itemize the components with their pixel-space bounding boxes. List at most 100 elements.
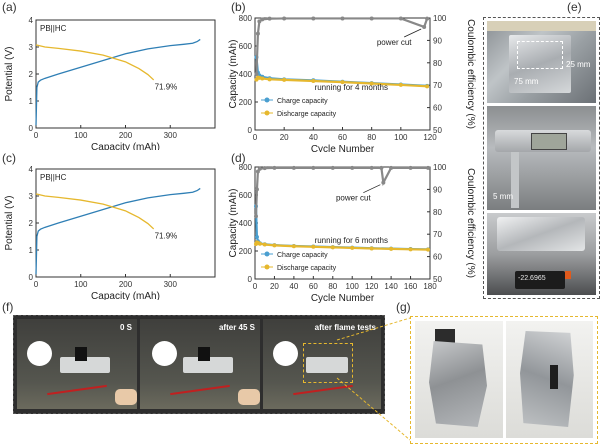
discharge-curve (35, 193, 155, 230)
efficiency-point (381, 180, 386, 185)
pouch-cell (183, 357, 233, 373)
y-tick-label: 3 (29, 192, 34, 201)
balance-indicator (565, 271, 571, 279)
efficiency-point (272, 165, 277, 170)
pouch-cell (60, 357, 110, 373)
x-tick-label: 200 (119, 280, 133, 289)
discharge-point (398, 82, 403, 87)
x-axis-label: Cycle Number (311, 144, 375, 152)
x-tick-label: 120 (365, 282, 379, 291)
efficiency-point (255, 31, 260, 36)
caliper-display (531, 133, 567, 150)
y-right-tick-label: 100 (433, 14, 447, 23)
frame-tag-45s: after 45 S (218, 323, 255, 332)
panel-f-frame: 0 S after 45 S after flame tests (13, 315, 385, 414)
y-axis-label: Potential (V) (4, 195, 15, 250)
y-tick-label: 0 (248, 126, 253, 135)
x-tick-label: 20 (270, 282, 279, 291)
x-tick-label: 100 (346, 282, 360, 291)
efficiency-point (254, 72, 259, 76)
x-tick-label: 0 (253, 282, 258, 291)
discharge-point (267, 77, 272, 82)
efficiency-point (257, 19, 262, 24)
y-tick-label: 400 (239, 219, 253, 228)
efficiency-point (267, 16, 272, 21)
y-tick-label: 200 (239, 98, 253, 107)
y-axis-label: Potential (V) (4, 46, 15, 101)
x-tick-label: 0 (34, 280, 39, 289)
discharge-point (389, 246, 394, 251)
x-axis-label: Cycle Number (311, 293, 375, 303)
x-tick-label: 200 (119, 131, 133, 140)
clamp (75, 347, 87, 361)
y-tick-label: 400 (239, 70, 253, 79)
discharge-point (311, 79, 316, 83)
x-tick-label: 40 (309, 133, 318, 142)
balance-display: -22.6965 (515, 271, 565, 289)
y-right-tick-label: 60 (433, 104, 442, 113)
white-circle-marker (152, 341, 177, 366)
running-duration-label: running for 6 months (315, 236, 388, 245)
legend-charge: Charge capacity (277, 252, 328, 259)
hand (238, 389, 260, 405)
y-tick-label: 800 (239, 163, 253, 172)
efficiency-point (398, 16, 403, 21)
y-tick-label: 0 (29, 273, 34, 282)
y-axis-label: Capacity (mAh) (228, 40, 239, 109)
y-right-tick-label: 60 (433, 253, 442, 262)
highlight-box (303, 343, 353, 383)
discharge-point (257, 241, 262, 246)
burnt-pouch-photo-2 (506, 321, 593, 438)
label-5mm: 5 mm (493, 192, 513, 201)
y-right-tick-label: 70 (433, 230, 442, 239)
panel-e-photo-frame: 25 mm 75 mm 5 mm -22.6965 (483, 17, 600, 299)
running-duration-label: running for 4 months (315, 83, 388, 92)
y-axis-label: Capacity (mAh) (228, 189, 239, 258)
panel-letter-g: (g) (396, 300, 411, 314)
panel-letter-a: (a) (2, 0, 17, 14)
legend-marker-charge (264, 97, 270, 103)
white-circle-marker (273, 341, 298, 366)
efficiency-point (282, 16, 287, 21)
y-tick-label: 0 (248, 275, 253, 284)
discharge-point (369, 246, 374, 251)
efficiency-point (311, 16, 316, 21)
crumpled-pouch (429, 341, 487, 427)
efficiency-annotation: 71.9% (155, 83, 178, 92)
discharge-point (282, 77, 287, 82)
x-tick-label: 40 (289, 282, 298, 291)
discharge-point (425, 84, 430, 89)
y-tick-label: 4 (29, 16, 34, 25)
chart-d-cycling: 0 20 40 60 80 100 120 140 160 180 0 200 400 600 800 50 6… (228, 163, 476, 303)
x-tick-label: 100 (394, 133, 408, 142)
efficiency-point (254, 187, 259, 192)
y-tick-label: 1 (29, 246, 34, 255)
x-tick-label: 100 (74, 131, 88, 140)
y-right-axis-label: Coulombic efficiency (%) (465, 19, 476, 129)
efficiency-point (262, 166, 267, 171)
discharge-point (350, 245, 355, 250)
efficiency-point (260, 17, 265, 22)
legend-discharge: Dishcarge capacity (277, 111, 337, 118)
panel-g-frame (410, 316, 598, 444)
panel-letter-b: (b) (231, 0, 246, 14)
x-tick-label: 180 (423, 282, 437, 291)
legend-marker-discharge (264, 264, 270, 270)
balance-photo: -22.6965 (487, 213, 596, 295)
efficiency-point (425, 16, 430, 21)
efficiency-series-line (255, 17, 429, 76)
x-tick-label: 0 (253, 133, 258, 142)
power-cut-arrow (403, 28, 422, 38)
y-right-axis-label: Coulombic efficiency (%) (465, 168, 476, 278)
discharge-point (262, 242, 267, 247)
pouch-cell (509, 35, 571, 93)
y-right-tick-label: 70 (433, 81, 442, 90)
x-tick-label: 100 (74, 280, 88, 289)
frame-tag-0s: 0 S (119, 323, 132, 332)
panel-letter-d: (d) (231, 151, 246, 165)
y-right-tick-label: 90 (433, 36, 442, 45)
efficiency-point (253, 214, 258, 219)
power-cut-label: power cut (377, 38, 412, 47)
chart-a-voltage-profile: 0 100 200 300 0 1 2 3 4 PB||HC 71.9% Capacity (mAh)… (4, 16, 216, 150)
